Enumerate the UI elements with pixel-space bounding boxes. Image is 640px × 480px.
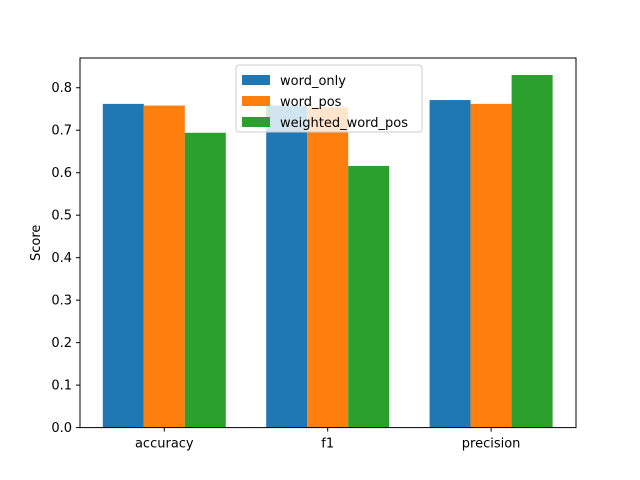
y-tick-label: 0.8 — [51, 81, 72, 96]
bar-word_only-f1 — [266, 105, 308, 428]
y-tick-label: 0.4 — [51, 251, 72, 266]
bar-weighted_word_pos-precision — [511, 74, 553, 428]
legend-label-weighted_word_pos: weighted_word_pos — [280, 116, 408, 131]
y-tick-label: 0.5 — [51, 209, 72, 224]
legend-swatch-weighted_word_pos — [242, 117, 270, 127]
y-tick-label: 0.2 — [51, 336, 72, 351]
bar-word_only-precision — [429, 100, 471, 428]
x-axis: accuracy f1 precision — [135, 427, 521, 452]
legend-swatch-word_only — [242, 75, 270, 85]
legend-label-word_only: word_only — [280, 74, 346, 89]
legend: word_only word_pos weighted_word_pos — [235, 64, 423, 133]
bar-word_only-accuracy — [102, 103, 144, 428]
y-tick-label: 0.3 — [51, 294, 72, 309]
y-tick-label: 0.6 — [51, 166, 72, 181]
bars-layer — [102, 74, 553, 428]
x-tick-label-precision: precision — [462, 437, 521, 452]
y-axis: 0.0 0.1 0.2 0.3 0.4 0.5 0.6 0.7 0.8 — [51, 81, 80, 436]
bar-word_pos-accuracy — [143, 105, 185, 428]
x-tick-label-f1: f1 — [321, 437, 334, 452]
y-tick-label: 0.1 — [51, 379, 72, 394]
legend-swatch-word_pos — [242, 96, 270, 106]
y-axis-label: Score — [29, 225, 44, 261]
legend-box — [235, 64, 423, 133]
x-tick-label-accuracy: accuracy — [135, 437, 194, 452]
y-tick-label: 0.7 — [51, 124, 72, 139]
bar-word_pos-precision — [470, 103, 512, 428]
legend-label-word_pos: word_pos — [280, 95, 342, 110]
bar-weighted_word_pos-accuracy — [184, 132, 226, 428]
bar-word_pos-f1 — [307, 107, 349, 428]
y-tick-label: 0.0 — [51, 421, 72, 436]
bar-weighted_word_pos-f1 — [348, 165, 390, 428]
